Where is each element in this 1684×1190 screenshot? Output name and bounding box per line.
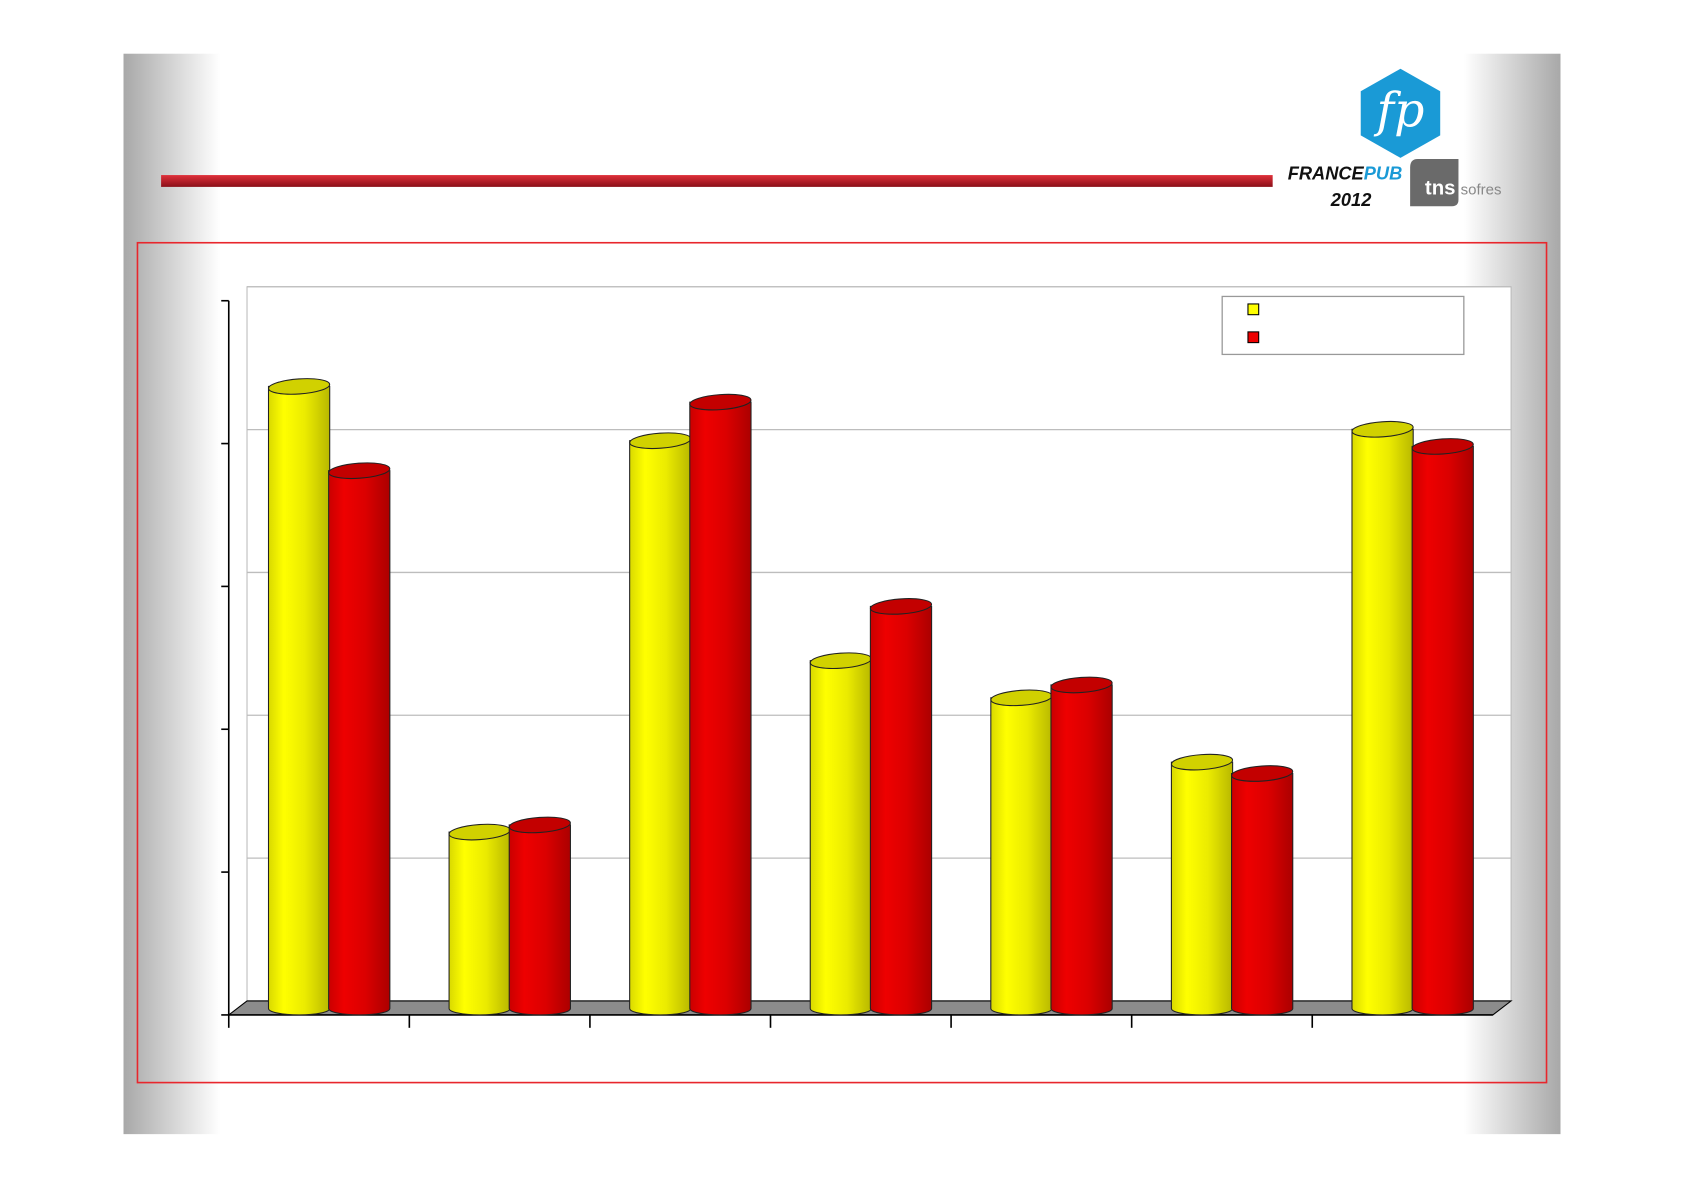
legend-swatch xyxy=(1247,331,1260,344)
bar xyxy=(1231,765,1294,1016)
bar-top xyxy=(1411,438,1474,455)
bar-body xyxy=(809,660,872,1016)
bar-top xyxy=(869,598,933,615)
logo-brand-first: FRANCE xyxy=(1288,162,1365,183)
bar-top xyxy=(1351,420,1414,438)
bar-body xyxy=(629,440,692,1016)
bar-body xyxy=(328,470,391,1016)
bar-top xyxy=(689,393,752,411)
bar-top xyxy=(508,816,571,834)
chart-frame xyxy=(136,241,1548,1084)
header-rule xyxy=(161,175,1273,187)
bar xyxy=(328,462,391,1016)
logo-partner-second: sofres xyxy=(1461,181,1502,198)
bar-top xyxy=(1231,765,1294,782)
plot xyxy=(221,286,1513,1028)
bar xyxy=(689,393,752,1016)
logo-partner-badge xyxy=(1410,158,1459,207)
bar-body xyxy=(1050,684,1113,1016)
bar-body xyxy=(508,824,571,1016)
bar xyxy=(1170,753,1234,1016)
bar-body xyxy=(689,401,752,1016)
bar-body xyxy=(869,605,933,1016)
bar-top xyxy=(1050,676,1113,694)
bar xyxy=(1050,676,1113,1016)
logo-partner-first: tns xyxy=(1425,177,1456,199)
bar-body xyxy=(448,831,511,1016)
bar xyxy=(448,823,511,1016)
bar-top xyxy=(328,462,391,480)
legend-box xyxy=(1221,295,1465,356)
bar-body xyxy=(1231,772,1294,1016)
logo-brand: FRANCEPUB xyxy=(1288,162,1403,183)
bar-body xyxy=(267,385,331,1016)
bar-body xyxy=(1170,761,1234,1016)
logo: fp FRANCEPUB 2012 tns sofres xyxy=(1288,68,1502,210)
bar xyxy=(629,432,692,1016)
bar xyxy=(267,378,331,1016)
legend-swatch xyxy=(1247,303,1260,316)
bar xyxy=(809,652,872,1016)
bar xyxy=(508,816,571,1016)
slide-shade xyxy=(123,53,221,1135)
bar xyxy=(1411,438,1474,1016)
bar-body xyxy=(1351,428,1414,1016)
logo-mark: fp xyxy=(1374,84,1425,139)
bar-body xyxy=(1411,445,1474,1016)
logo-year: 2012 xyxy=(1330,189,1372,210)
bar xyxy=(869,598,933,1016)
bar xyxy=(1351,420,1414,1016)
bar xyxy=(990,689,1053,1016)
bar-body xyxy=(990,697,1053,1016)
logo-hexagon xyxy=(1360,68,1441,158)
logo-brand-second: PUB xyxy=(1364,162,1403,183)
bar-top xyxy=(268,378,331,395)
bar-top xyxy=(1170,753,1234,771)
